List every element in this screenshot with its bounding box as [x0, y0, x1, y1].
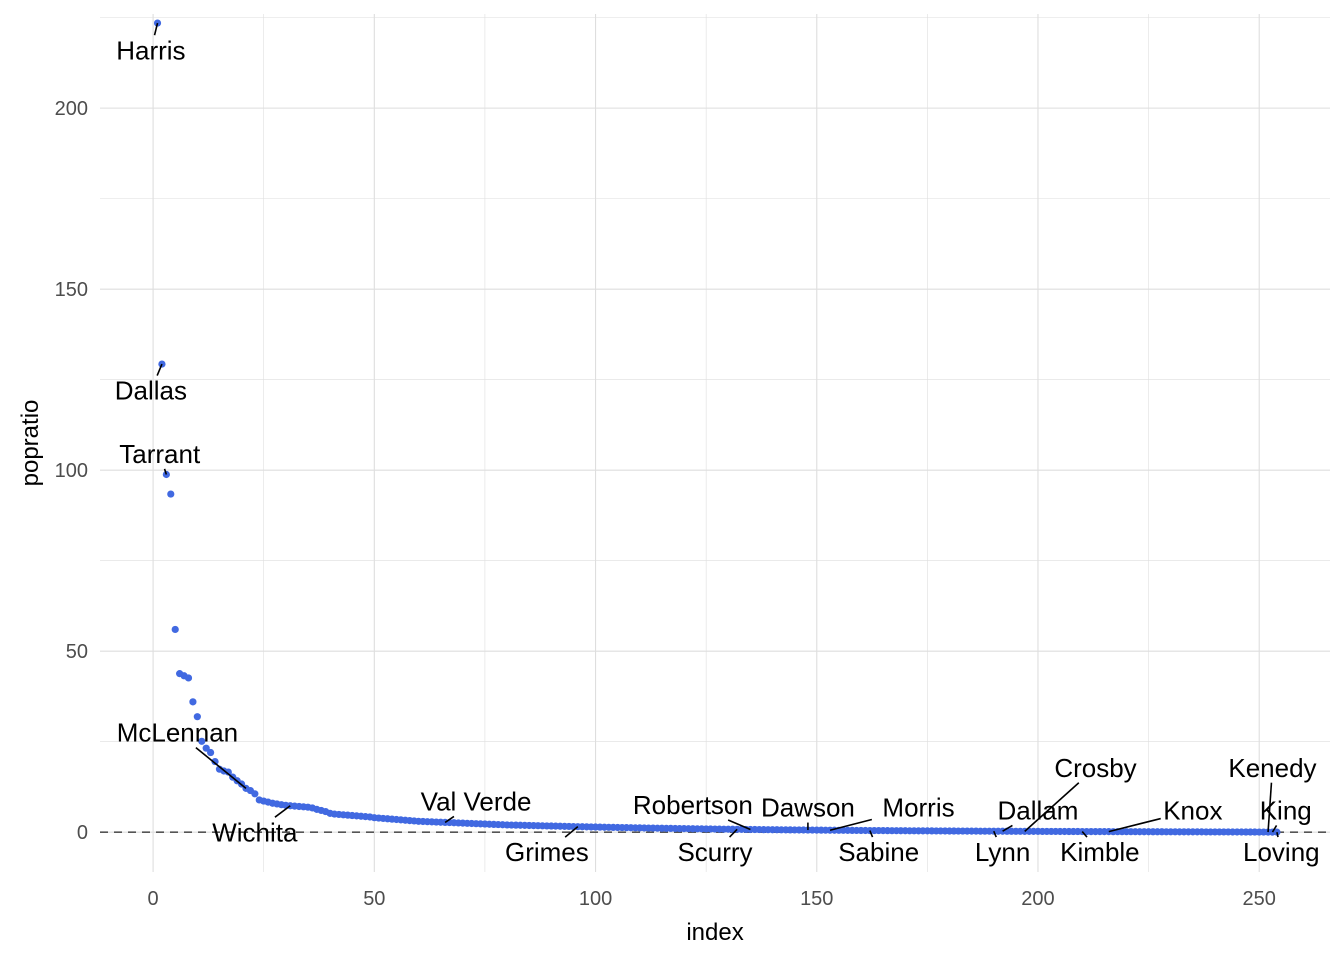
annotation-label: King [1260, 796, 1312, 826]
x-tick-label: 200 [1021, 888, 1054, 910]
annotation-label: Loving [1243, 837, 1320, 867]
x-tick-label: 150 [800, 888, 833, 910]
data-point [167, 490, 175, 498]
y-tick-label: 150 [55, 279, 88, 301]
data-point [207, 748, 215, 757]
annotation-leader [728, 828, 738, 838]
annotation-label: Scurry [677, 837, 752, 867]
data-point [202, 744, 210, 752]
annotation-leader [829, 818, 873, 831]
y-tick-label: 200 [55, 98, 88, 120]
annotation-label: Grimes [505, 837, 589, 867]
annotation-leader [1081, 831, 1088, 838]
data-point [171, 625, 179, 634]
annotation-label: Lynn [975, 837, 1030, 867]
y-tick-label: 100 [55, 460, 88, 482]
x-tick-label: 0 [148, 888, 159, 910]
annotation-leader [993, 830, 997, 838]
annotation-leader [156, 363, 163, 376]
data-point [251, 790, 259, 798]
annotation-leader [564, 826, 579, 838]
y-tick-label: 0 [77, 822, 88, 844]
annotation-label: McLennan [117, 718, 238, 748]
data-point [224, 768, 232, 776]
annotation-leader [1271, 825, 1278, 833]
data-point [193, 713, 201, 721]
tick-labels: 0 50 100 150 200 250 0 50 100 150 200 [55, 98, 1276, 910]
data-points [153, 19, 1281, 836]
grid-lines [100, 14, 1330, 872]
annotation-label: Knox [1163, 796, 1222, 826]
annotation-label: Dallas [115, 376, 187, 406]
y-tick-label: 50 [66, 641, 88, 663]
annotation-leader [1276, 831, 1279, 838]
annotation-label: Sabine [838, 837, 919, 867]
x-axis-title: index [686, 919, 743, 946]
annotation-leader [727, 819, 751, 831]
data-point [184, 674, 193, 682]
data-point [198, 737, 206, 745]
annotation-label: Kenedy [1228, 753, 1316, 783]
data-point [189, 698, 197, 706]
annotation-label: Dallam [998, 796, 1079, 826]
annotation-label: Crosby [1054, 753, 1136, 783]
annotation-leader [1002, 824, 1013, 832]
annotation-label: Dawson [761, 793, 855, 823]
annotation-leader [274, 805, 291, 818]
annotation-leader [869, 830, 874, 838]
annotation-label: Kimble [1060, 837, 1139, 867]
x-tick-label: 250 [1243, 888, 1276, 910]
annotation-leader [1108, 817, 1161, 833]
annotation-leader [195, 746, 247, 789]
annotation-label: Tarrant [119, 439, 201, 469]
annotation-leader [153, 22, 159, 36]
annotations: Harris Dallas Tarrant McLennan Wichita Val Ve… [115, 22, 1320, 867]
y-axis-title: popratio [17, 400, 44, 487]
x-tick-label: 100 [579, 888, 612, 910]
data-point [211, 757, 219, 766]
x-tick-label: 50 [363, 888, 385, 910]
annotation-leader [1024, 782, 1080, 832]
annotation-label: Morris [882, 793, 954, 823]
annotation-label: Wichita [212, 817, 298, 847]
annotation-label: Robertson [633, 790, 753, 820]
annotation-leader [163, 468, 168, 475]
annotation-leader [1267, 782, 1273, 833]
annotation-leader [444, 815, 455, 824]
annotation-label: Harris [116, 35, 185, 65]
annotation-label: Val Verde [421, 787, 532, 817]
